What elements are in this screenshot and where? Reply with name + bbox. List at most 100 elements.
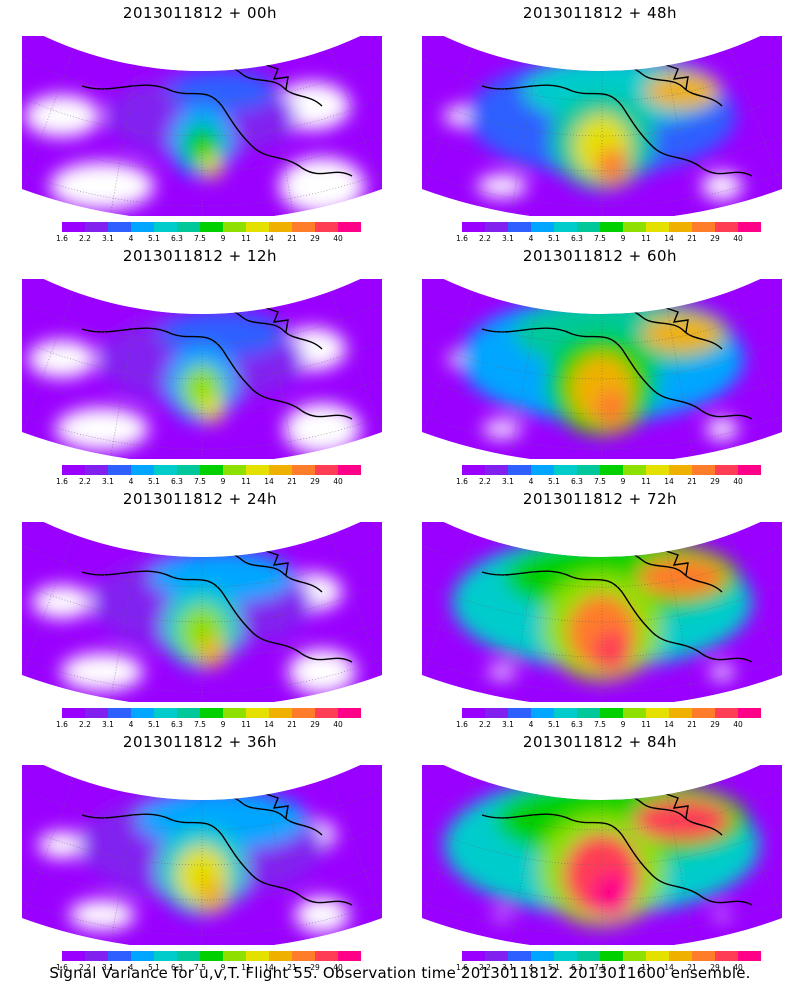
colorbar-label: 4 xyxy=(528,477,534,486)
colorbar-swatch xyxy=(177,465,201,475)
colorbar-label: 14 xyxy=(264,720,274,729)
colorbar-swatch xyxy=(315,951,339,961)
colorbar-swatch xyxy=(646,222,670,232)
colorbar-label: 40 xyxy=(333,234,343,243)
colorbar-label: 14 xyxy=(664,234,674,243)
colorbar-swatch xyxy=(738,222,761,232)
colorbar-labels: 1.6 2.2 3.1 4 5.1 6.3 7.5 9 11 14 21 29 40 xyxy=(56,720,366,732)
colorbar-swatch xyxy=(738,708,761,718)
colorbar-label: 11 xyxy=(641,477,651,486)
colorbar xyxy=(462,465,761,475)
forecast-panel: 2013011812 + 48h 1.6 2.2 3.1 4 5.1 6.3 7.5 9 11 14… xyxy=(400,0,800,245)
colorbar-swatch xyxy=(462,708,486,718)
colorbar-swatch xyxy=(154,465,178,475)
colorbar-swatch xyxy=(669,222,693,232)
colorbar-swatch xyxy=(223,222,247,232)
forecast-panel: 2013011812 + 84h 1.6 2.2 3.1 4 5.1 6.3 7.5 9 11 14… xyxy=(400,729,800,974)
colorbar-swatch xyxy=(623,951,647,961)
colorbar xyxy=(462,222,761,232)
colorbar-label: 40 xyxy=(333,963,343,972)
colorbar-swatch xyxy=(223,465,247,475)
colorbar-label: 29 xyxy=(310,720,320,729)
colorbar-swatch xyxy=(200,951,224,961)
colorbar-label: 40 xyxy=(733,963,743,972)
colorbar-swatch xyxy=(600,222,624,232)
variance-map xyxy=(422,279,782,459)
colorbar-swatch xyxy=(108,708,132,718)
figure-caption: Signal Variance for u,v,T. Flight 55. Ob… xyxy=(49,964,751,982)
colorbar-labels: 1.6 2.2 3.1 4 5.1 6.3 7.5 9 11 14 21 29 40 xyxy=(456,963,766,975)
colorbar-swatch xyxy=(338,222,361,232)
colorbar-swatch xyxy=(531,465,555,475)
panel-title: 2013011812 + 60h xyxy=(522,247,678,265)
colorbar-label: 3.1 xyxy=(502,477,514,486)
colorbar-label: 11 xyxy=(641,963,651,972)
colorbar-label: 5.1 xyxy=(548,234,560,243)
colorbar-label: 7.5 xyxy=(594,477,606,486)
colorbar-labels: 1.6 2.2 3.1 4 5.1 6.3 7.5 9 11 14 21 29 40 xyxy=(456,234,766,246)
colorbar-swatch xyxy=(554,951,578,961)
colorbar-label: 2.2 xyxy=(479,477,491,486)
colorbar-label: 7.5 xyxy=(194,477,206,486)
colorbar-swatch xyxy=(154,951,178,961)
colorbar-swatch xyxy=(246,222,270,232)
colorbar-label: 29 xyxy=(310,963,320,972)
colorbar-label: 9 xyxy=(220,477,226,486)
colorbar-label: 7.5 xyxy=(194,720,206,729)
colorbar-label: 29 xyxy=(710,234,720,243)
colorbar-label: 21 xyxy=(687,720,697,729)
colorbar-label: 11 xyxy=(241,234,251,243)
colorbar-label: 4 xyxy=(128,720,134,729)
colorbar-labels: 1.6 2.2 3.1 4 5.1 6.3 7.5 9 11 14 21 29 40 xyxy=(456,720,766,732)
colorbar-swatch xyxy=(85,951,109,961)
colorbar-label: 3.1 xyxy=(102,234,114,243)
colorbar-label: 14 xyxy=(264,477,274,486)
colorbar-label: 40 xyxy=(733,477,743,486)
colorbar-swatch xyxy=(200,465,224,475)
colorbar-swatch xyxy=(554,222,578,232)
colorbar-label: 5.1 xyxy=(548,720,560,729)
colorbar-label: 9 xyxy=(620,234,626,243)
colorbar-swatch xyxy=(223,708,247,718)
colorbar-label: 2.2 xyxy=(479,234,491,243)
panel-title: 2013011812 + 48h xyxy=(522,4,678,22)
colorbar-label: 14 xyxy=(664,477,674,486)
colorbar-label: 29 xyxy=(310,477,320,486)
forecast-panel: 2013011812 + 36h 1.6 2.2 3.1 4 5.1 6.3 7.5 9 11 14… xyxy=(0,729,400,974)
colorbar-swatch xyxy=(600,708,624,718)
colorbar-label: 14 xyxy=(264,963,274,972)
colorbar-label: 6.3 xyxy=(171,720,183,729)
colorbar-swatch xyxy=(508,951,532,961)
colorbar xyxy=(462,708,761,718)
colorbar-labels: 1.6 2.2 3.1 4 5.1 6.3 7.5 9 11 14 21 29 40 xyxy=(56,963,366,975)
colorbar-swatch xyxy=(554,465,578,475)
colorbar-label: 14 xyxy=(264,234,274,243)
colorbar-swatch xyxy=(462,222,486,232)
colorbar-label: 4 xyxy=(528,720,534,729)
colorbar-swatch xyxy=(692,951,716,961)
colorbar-label: 3.1 xyxy=(502,720,514,729)
colorbar-swatch xyxy=(131,465,155,475)
colorbar-label: 40 xyxy=(733,720,743,729)
colorbar-swatch xyxy=(715,465,739,475)
colorbar-swatch xyxy=(669,951,693,961)
colorbar-swatch xyxy=(508,465,532,475)
colorbar-swatch xyxy=(131,951,155,961)
colorbar-swatch xyxy=(646,465,670,475)
colorbar-label: 4 xyxy=(528,963,534,972)
colorbar-label: 9 xyxy=(620,963,626,972)
colorbar-swatch xyxy=(85,465,109,475)
colorbar-label: 4 xyxy=(528,234,534,243)
colorbar-label: 21 xyxy=(687,477,697,486)
colorbar-swatch xyxy=(577,708,601,718)
colorbar-swatch xyxy=(554,708,578,718)
colorbar-labels: 1.6 2.2 3.1 4 5.1 6.3 7.5 9 11 14 21 29 40 xyxy=(56,477,366,489)
colorbar-swatch xyxy=(577,951,601,961)
colorbar-label: 2.2 xyxy=(479,720,491,729)
colorbar-label: 14 xyxy=(664,720,674,729)
colorbar-swatch xyxy=(715,708,739,718)
colorbar-label: 11 xyxy=(241,963,251,972)
panel-title: 2013011812 + 12h xyxy=(122,247,278,265)
colorbar-swatch xyxy=(623,222,647,232)
colorbar-label: 21 xyxy=(287,477,297,486)
